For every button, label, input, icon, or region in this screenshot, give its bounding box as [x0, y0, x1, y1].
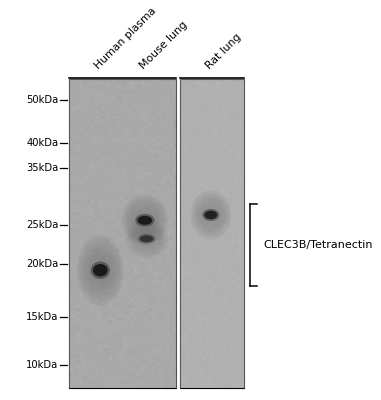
Text: 50kDa: 50kDa	[26, 95, 58, 105]
Text: 15kDa: 15kDa	[26, 312, 58, 322]
Text: 25kDa: 25kDa	[26, 220, 58, 230]
Ellipse shape	[204, 211, 218, 219]
Ellipse shape	[91, 262, 110, 279]
Text: Human plasma: Human plasma	[93, 5, 158, 70]
Ellipse shape	[93, 264, 108, 276]
Ellipse shape	[138, 234, 155, 244]
Ellipse shape	[135, 214, 155, 227]
Text: CLEC3B/Tetranectin: CLEC3B/Tetranectin	[263, 240, 373, 250]
Bar	[69, 80, 176, 388]
Text: 20kDa: 20kDa	[26, 259, 58, 269]
Text: Rat lung: Rat lung	[204, 31, 243, 70]
Text: 40kDa: 40kDa	[26, 138, 58, 148]
Text: 35kDa: 35kDa	[26, 162, 58, 172]
Text: Mouse lung: Mouse lung	[138, 19, 189, 70]
Ellipse shape	[202, 209, 219, 221]
Ellipse shape	[139, 236, 154, 242]
Text: 10kDa: 10kDa	[26, 360, 58, 370]
Ellipse shape	[138, 216, 152, 225]
Bar	[179, 80, 244, 388]
